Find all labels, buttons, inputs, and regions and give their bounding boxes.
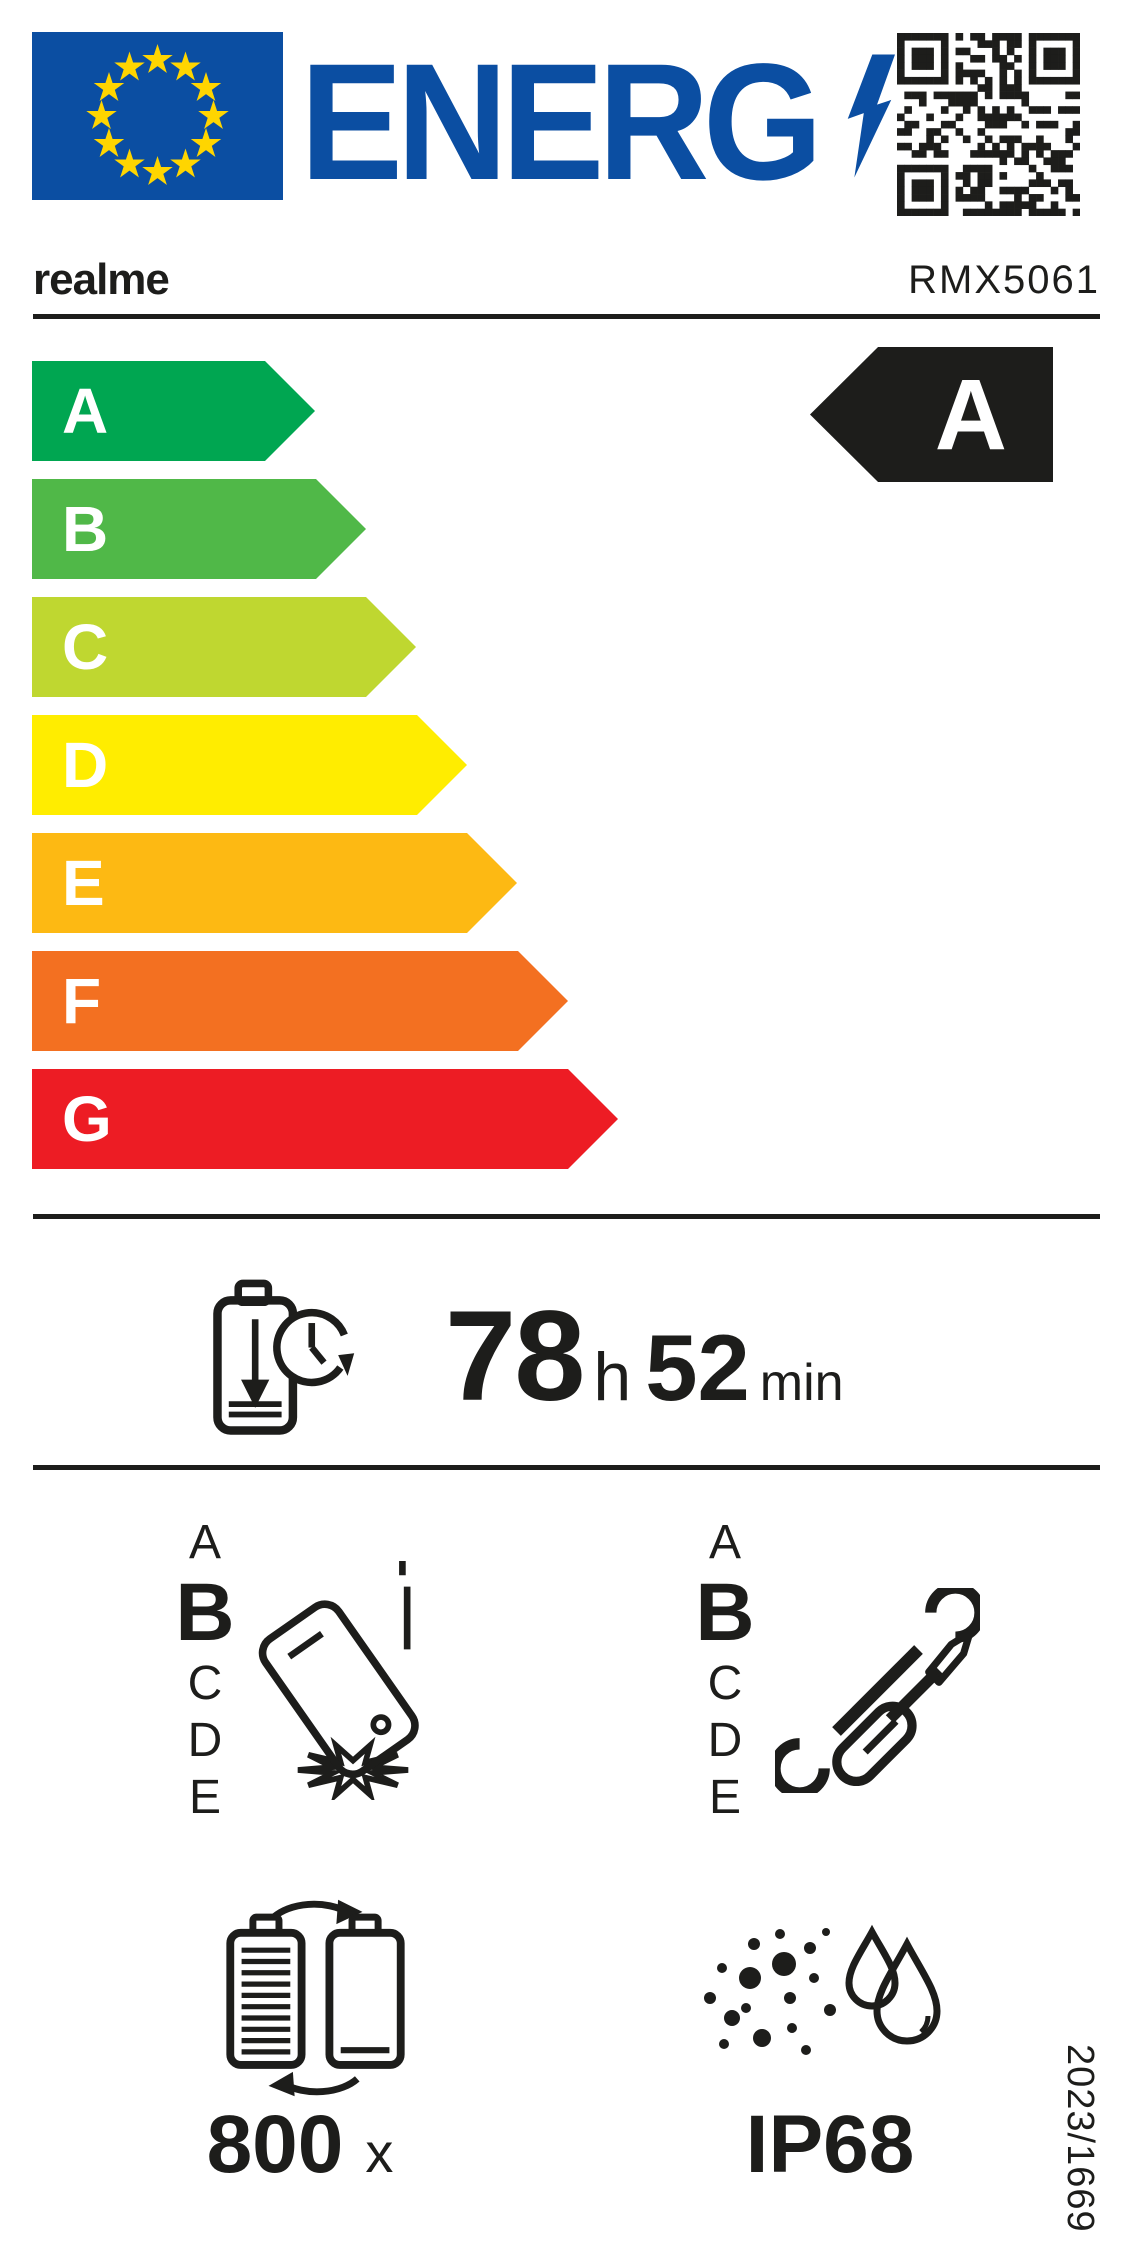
energy-class-arrow-f: F: [32, 951, 568, 1051]
brand-name: realme: [33, 255, 170, 304]
energy-class-arrow-g: G: [32, 1069, 618, 1169]
eu-flag-icon: [32, 32, 283, 200]
energy-class-arrow-b: B: [32, 479, 366, 579]
energy-class-arrow-letter: F: [62, 965, 102, 1037]
energy-class-arrow-letter: D: [62, 729, 109, 801]
model-number: RMX5061: [908, 258, 1100, 302]
free-fall-class-letter-a: A: [188, 1516, 221, 1569]
rating-letter: A: [934, 358, 1007, 471]
endurance-hours-unit: h: [593, 1339, 632, 1415]
energy-class-arrow-d: D: [32, 715, 467, 815]
phone-drop-icon: [258, 1561, 419, 1800]
battery-cycle-icon: [226, 1899, 405, 2097]
repairability-class-letter-a: A: [708, 1516, 741, 1569]
cycles-count: 800: [206, 2099, 344, 2190]
endurance-hours: 78: [445, 1285, 585, 1428]
energ-logo-text: ENERG: [300, 30, 823, 215]
energy-class-arrow-letter: B: [62, 493, 109, 565]
repairability-class-letter-d: D: [707, 1714, 743, 1767]
energy-class-arrow-letter: A: [62, 375, 109, 447]
energy-class-arrow-e: E: [32, 833, 517, 933]
free-fall-class-letter-e: E: [188, 1771, 221, 1824]
energy-class-arrow-letter: E: [62, 847, 105, 919]
divider-header: [33, 314, 1100, 319]
repairability-class-letter-e: E: [708, 1771, 741, 1824]
battery-clock-icon: [213, 1279, 355, 1435]
energy-class-arrow-c: C: [32, 597, 416, 697]
free-fall-class-letter-c: C: [187, 1657, 223, 1710]
tools-icon: [775, 1588, 980, 1793]
battery-cycles-value: 800 x: [130, 2098, 470, 2192]
free-fall-class-letter-b-selected: B: [175, 1567, 235, 1658]
qr-code: [897, 33, 1080, 216]
endurance-minutes-unit: min: [759, 1354, 844, 1412]
lightning-bolt-icon: [847, 54, 895, 178]
dust-water-icon: [704, 1924, 941, 2055]
endurance-minutes: 52: [645, 1315, 750, 1420]
free-fall-class-letter-d: D: [187, 1714, 223, 1767]
divider-endurance: [33, 1214, 1100, 1219]
energy-class-arrow-letter: G: [62, 1083, 112, 1155]
energy-class-arrow-a: A: [32, 361, 315, 461]
repairability-class-letter-b-selected: B: [695, 1567, 755, 1658]
divider-reliability: [33, 1465, 1100, 1470]
regulation-number: 2023/1669: [1059, 2044, 1101, 2233]
rating-indicator: A: [810, 347, 1053, 482]
energy-class-arrow-letter: C: [62, 611, 109, 683]
repairability-class-letter-c: C: [707, 1657, 743, 1710]
battery-endurance-value: 78 h 52 min: [445, 1283, 844, 1430]
ip-rating: IP68: [745, 2099, 915, 2190]
cycles-times-label: x: [365, 2121, 394, 2184]
